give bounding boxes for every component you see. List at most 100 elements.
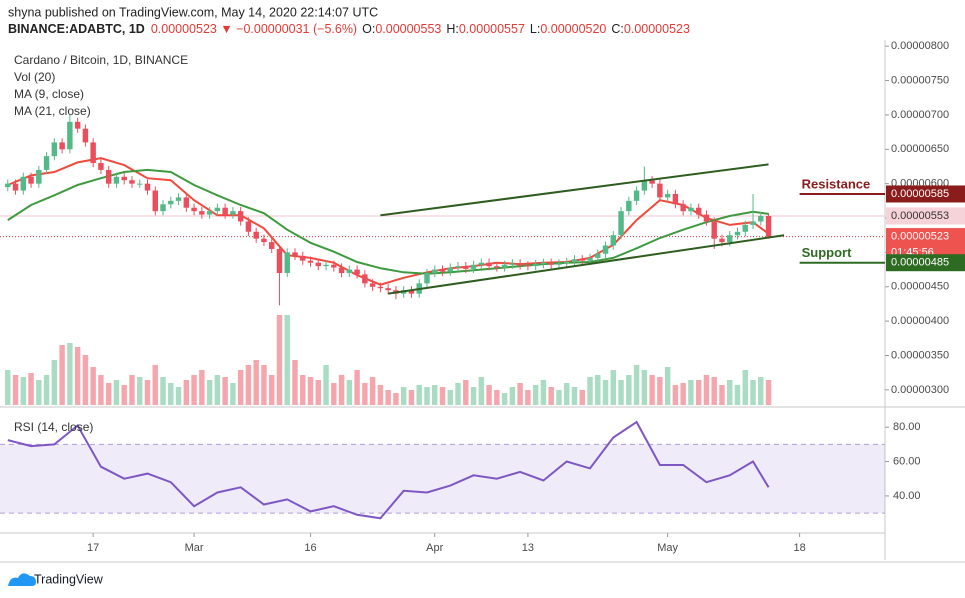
volume-bar bbox=[144, 380, 151, 405]
candle-body bbox=[129, 180, 135, 184]
candle-body bbox=[641, 180, 648, 191]
volume-bar bbox=[121, 385, 127, 405]
candle-body bbox=[323, 264, 329, 267]
candle-body bbox=[354, 269, 360, 275]
x-tick-label: Mar bbox=[185, 542, 204, 554]
candle-body bbox=[74, 121, 81, 129]
rsi-tick-label: 40.00 bbox=[893, 490, 921, 502]
ohlc-label: C: bbox=[611, 22, 624, 36]
candle-body bbox=[680, 204, 686, 212]
candle-body bbox=[486, 262, 492, 267]
candle-body bbox=[237, 211, 244, 222]
volume-bar bbox=[408, 390, 415, 405]
rsi-band bbox=[0, 444, 885, 514]
candle-body bbox=[28, 176, 34, 184]
rsi-tick-label: 60.00 bbox=[893, 455, 921, 467]
volume-bar bbox=[517, 383, 523, 405]
volume-bar bbox=[338, 375, 345, 405]
candle-body bbox=[633, 190, 640, 201]
x-tick-label: 17 bbox=[87, 542, 99, 554]
candle-body bbox=[307, 260, 314, 263]
candle-body bbox=[703, 214, 710, 222]
volume-bar bbox=[137, 377, 143, 405]
volume-bar bbox=[28, 373, 34, 405]
symbol-line: BINANCE:ADABTC, 1D 0.00000523 ▼ −0.000000… bbox=[8, 22, 690, 36]
price-badge bbox=[886, 185, 965, 203]
volume-bar bbox=[501, 393, 508, 405]
volume-bar bbox=[105, 383, 112, 405]
volume-bar bbox=[455, 383, 461, 405]
candle-body bbox=[160, 204, 166, 212]
volume-bar bbox=[74, 347, 81, 405]
candle-body bbox=[67, 121, 73, 150]
candle-body bbox=[439, 269, 446, 272]
candle-body bbox=[501, 264, 508, 268]
x-tick-label: 13 bbox=[522, 542, 534, 554]
logo[interactable] bbox=[8, 573, 36, 586]
volume-bar bbox=[439, 387, 446, 405]
candle-body bbox=[447, 267, 453, 272]
candle-body bbox=[626, 200, 632, 212]
volume-bar bbox=[478, 377, 485, 405]
candle-body bbox=[276, 248, 283, 274]
candle-body bbox=[424, 273, 430, 284]
candle-body bbox=[338, 267, 345, 274]
volume-bar bbox=[12, 375, 19, 405]
volume-bar bbox=[67, 343, 73, 405]
price-badge-label: 0.00000523 bbox=[891, 230, 949, 242]
brand[interactable]: TradingView bbox=[34, 572, 104, 586]
volume-bar bbox=[276, 315, 283, 405]
volume-bar bbox=[540, 380, 547, 405]
volume-bar bbox=[152, 365, 158, 405]
candle-body bbox=[20, 176, 27, 191]
price-badge-label: 0.00000485 bbox=[891, 257, 949, 269]
volume-bar bbox=[20, 377, 27, 405]
volume-bar bbox=[284, 315, 290, 405]
volume-bar bbox=[595, 375, 601, 405]
volume-bar bbox=[300, 375, 306, 405]
volume-bar bbox=[758, 377, 764, 405]
candle-body bbox=[688, 207, 694, 212]
candle-body bbox=[36, 169, 42, 184]
candle-body bbox=[579, 259, 585, 261]
candle-body bbox=[183, 197, 190, 208]
candle-body bbox=[292, 252, 298, 256]
ohlc-value: 0.00000557 bbox=[459, 22, 525, 36]
volume-bar bbox=[331, 383, 337, 405]
candle-body bbox=[734, 231, 741, 236]
volume-bar bbox=[734, 385, 741, 405]
volume-bar bbox=[315, 380, 322, 405]
volume-bar bbox=[113, 380, 120, 405]
volume-bar bbox=[664, 367, 671, 405]
candle-body bbox=[377, 286, 384, 289]
volume-bar bbox=[230, 383, 236, 405]
y-tick-label: 0.00000800 bbox=[891, 40, 949, 52]
candle-body bbox=[672, 193, 679, 205]
volume-bar bbox=[548, 387, 554, 405]
volume-bar bbox=[750, 380, 756, 405]
volume-bar bbox=[657, 377, 663, 405]
volume-bar bbox=[168, 383, 174, 405]
candle-body bbox=[245, 221, 252, 232]
candle-body bbox=[59, 142, 65, 150]
candle-body bbox=[137, 183, 143, 185]
candle-body bbox=[43, 156, 50, 170]
volume-bar bbox=[59, 345, 65, 405]
candle-body bbox=[587, 257, 593, 261]
candle-body bbox=[571, 259, 578, 263]
candle-body bbox=[261, 238, 267, 243]
candle-body bbox=[525, 265, 531, 267]
candle-body bbox=[168, 200, 174, 205]
candle-body bbox=[750, 221, 756, 225]
ohlc-value: 0.00000520 bbox=[540, 22, 606, 36]
ohlc-label: H: bbox=[446, 22, 459, 36]
volume-bar bbox=[261, 365, 267, 405]
line bbox=[7, 420, 770, 520]
candle-body bbox=[657, 183, 663, 198]
volume-bar bbox=[191, 375, 197, 405]
ohlc-label: L: bbox=[530, 22, 540, 36]
volume-bar bbox=[486, 385, 492, 405]
last-change: 0.00000523 ▼ −0.00000031 (−5.6%) bbox=[151, 22, 357, 36]
